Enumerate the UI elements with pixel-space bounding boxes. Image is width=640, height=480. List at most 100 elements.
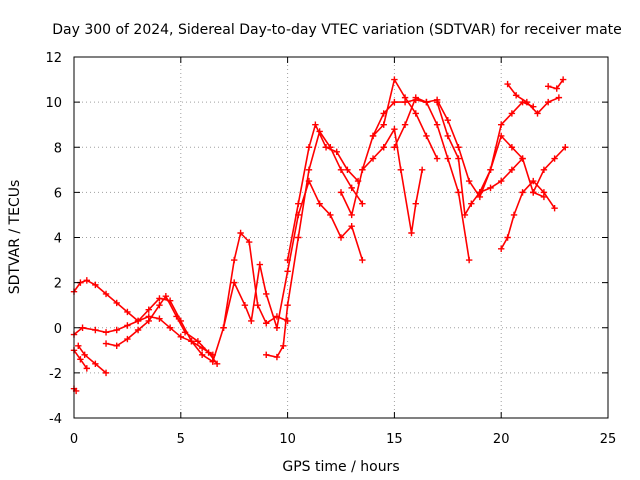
data-point [369, 155, 377, 162]
data-point [359, 166, 366, 174]
series-arc-20 [544, 76, 567, 92]
data-series [70, 76, 569, 395]
series-line [77, 345, 107, 374]
series-line [266, 130, 364, 358]
data-point [77, 356, 84, 363]
data-point [562, 144, 569, 151]
data-point [198, 351, 206, 359]
data-point [213, 360, 221, 368]
data-point [519, 155, 526, 162]
data-point [75, 342, 82, 349]
series-line [500, 180, 556, 250]
series-line [532, 146, 566, 193]
data-point [519, 189, 526, 196]
data-point [476, 189, 484, 196]
data-point [534, 110, 541, 117]
series-arc-2 [70, 313, 217, 359]
data-point [333, 148, 340, 155]
data-point [124, 308, 131, 316]
data-point [280, 342, 287, 349]
data-point [316, 200, 323, 207]
data-point [512, 92, 520, 99]
y-tick-label: 0 [54, 322, 62, 337]
data-point [455, 155, 462, 162]
data-point [113, 326, 120, 334]
data-point [79, 324, 86, 331]
y-tick-label: 4 [54, 232, 62, 247]
data-point [444, 155, 451, 162]
data-point [337, 234, 345, 241]
series-arc-8 [220, 177, 366, 331]
data-point [455, 189, 462, 196]
data-point [220, 324, 227, 331]
data-point [508, 110, 516, 117]
data-point [401, 98, 409, 106]
data-point [380, 110, 387, 117]
y-tick-label: 6 [54, 186, 62, 201]
data-point [231, 279, 238, 286]
series-line [547, 79, 564, 90]
series-arc-14 [391, 94, 526, 201]
data-point [555, 94, 563, 101]
series-arc-7 [209, 229, 291, 365]
data-point [551, 155, 558, 162]
y-tick-label: 2 [54, 277, 62, 292]
y-tick-label: -2 [49, 367, 62, 382]
data-point [380, 121, 387, 128]
data-point [273, 324, 281, 331]
data-point [248, 317, 255, 325]
data-point [156, 315, 163, 322]
y-tick-label: -4 [49, 412, 62, 427]
data-point [433, 98, 441, 106]
data-point [231, 256, 238, 264]
data-point [444, 116, 451, 124]
data-point [92, 360, 99, 368]
data-point [498, 177, 505, 185]
data-point [305, 144, 313, 151]
x-axis-label: GPS time / hours [282, 459, 399, 475]
data-point [359, 200, 366, 207]
axis-ticks: 0 5 10 15 20 25 -4 -2 0 2 4 6 8 10 12 [45, 51, 616, 447]
data-point [530, 177, 537, 185]
series-arc-1 [70, 277, 217, 365]
data-point [124, 335, 131, 343]
data-point [540, 166, 548, 174]
data-point [418, 166, 426, 174]
data-point [273, 353, 281, 361]
data-point [487, 166, 494, 174]
data-point [487, 184, 494, 192]
data-point [348, 184, 355, 192]
x-tick-label: 15 [386, 432, 403, 447]
data-point [181, 329, 189, 336]
data-point [145, 306, 152, 313]
data-point [544, 98, 552, 106]
data-point [433, 121, 441, 128]
data-point [510, 211, 518, 219]
series-line [340, 78, 438, 216]
data-point [113, 342, 120, 349]
series-arc-4 [75, 342, 110, 377]
data-point [145, 317, 152, 325]
series-arc-9 [263, 128, 366, 361]
data-point [391, 126, 398, 133]
data-point [209, 358, 217, 365]
data-point [254, 301, 261, 309]
data-point [530, 189, 537, 196]
data-point [166, 324, 174, 331]
data-point [391, 76, 398, 83]
data-point [83, 277, 91, 284]
x-tick-label: 25 [600, 432, 617, 447]
data-point [263, 290, 270, 298]
y-tick-label: 8 [54, 141, 62, 156]
series-line [372, 99, 470, 261]
series-arc-10 [284, 121, 362, 264]
data-point [173, 313, 180, 320]
data-point [237, 229, 244, 237]
data-point [348, 211, 355, 219]
data-point [498, 121, 505, 128]
data-point [83, 365, 91, 372]
y-tick-label: 10 [45, 96, 62, 111]
data-point [156, 301, 163, 309]
data-point [162, 292, 170, 300]
data-point [295, 234, 302, 241]
